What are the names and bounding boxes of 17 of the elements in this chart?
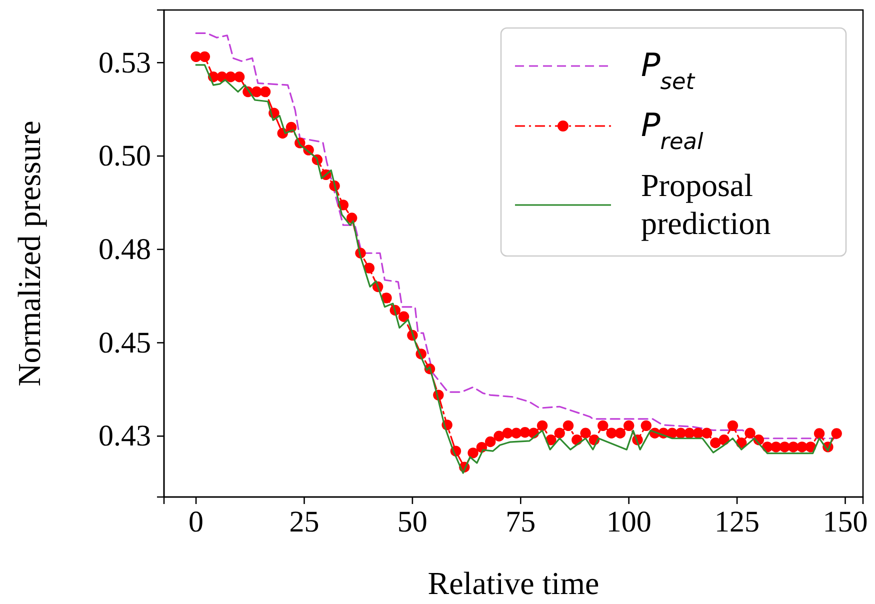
y-tick-label: 0.43 (98, 420, 151, 453)
y-axis-title: Normalized pressure (11, 120, 47, 386)
x-tick-label: 75 (506, 505, 536, 538)
legend-label: P$_{real}$ (641, 106, 704, 155)
x-tick-label: 100 (606, 505, 652, 538)
x-tick-label: 25 (289, 505, 320, 538)
legend-label: Proposal prediction (641, 167, 771, 241)
y-tick-label: 0.50 (98, 140, 151, 173)
x-tick-label: 0 (188, 505, 204, 538)
y-tick-label: 0.53 (98, 46, 151, 80)
x-axis-title: Relative time (428, 565, 600, 601)
legend-label: P$_{set}$ (641, 46, 696, 95)
x-tick-label: 125 (714, 505, 760, 538)
y-tick-label: 0.48 (98, 232, 151, 266)
x-tick-label: 50 (397, 505, 428, 538)
x-tick-label: 150 (822, 505, 868, 538)
y-tick-label: 0.45 (98, 326, 151, 360)
